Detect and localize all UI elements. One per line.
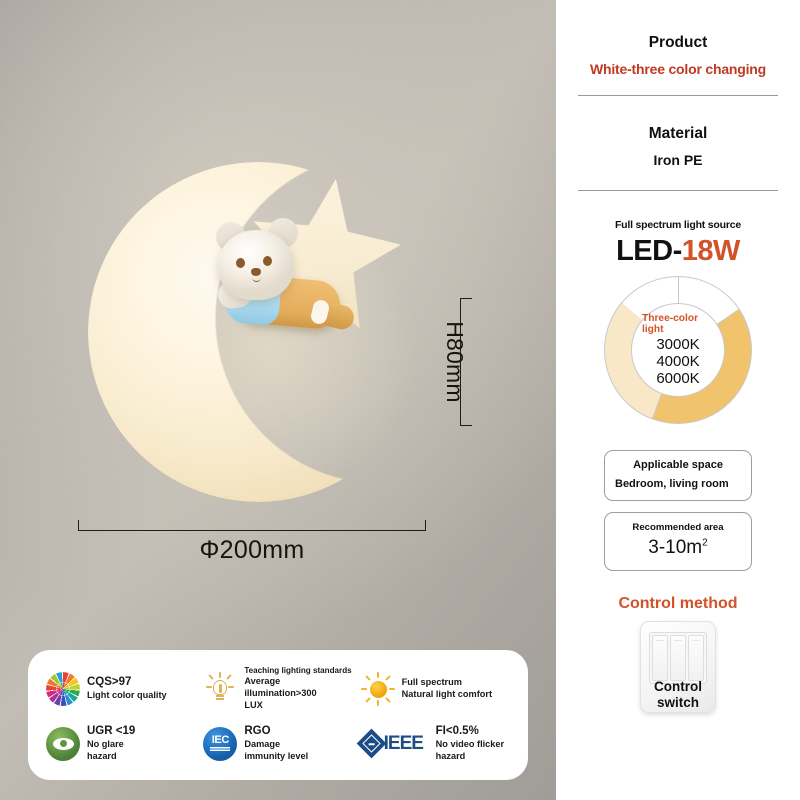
badge-cqs-line2: Light color quality: [87, 689, 167, 700]
ieee-logo-icon: IEEE: [356, 728, 429, 759]
led-watt-value: 18W: [681, 235, 741, 267]
badge-ugr-line3: hazard: [87, 750, 117, 761]
badge-flicker: IEEE FI<0.5% No video flicker hazard: [356, 717, 512, 770]
feature-badges-panel: CQS>97 Light color quality Teaching ligh…: [28, 650, 528, 780]
kelvin-4000: 4000K: [656, 352, 700, 370]
wall-switch-image: Control switch: [640, 621, 716, 714]
control-switch-caption: Control switch: [654, 679, 702, 711]
spec-panel: Product White-three color changing Mater…: [556, 0, 800, 800]
iec-logo-icon: IEC: [203, 726, 238, 761]
badge-illumination-line2: LUX: [244, 699, 263, 710]
badge-full-spectrum-line2: Natural light comfort: [401, 688, 493, 699]
badge-ugr-line1: UGR <19: [87, 725, 136, 738]
badge-illumination-line0: Teaching lighting standards: [244, 665, 352, 675]
switch-rocker-3[interactable]: [688, 635, 704, 682]
applicable-space-value: Bedroom, living room: [615, 478, 729, 490]
badge-flicker-line2: No video flicker: [435, 739, 505, 750]
badge-rgo: IEC RGO Damage immunity level: [203, 717, 354, 770]
kelvin-6000: 6000K: [656, 369, 700, 387]
kelvin-values: 3000K 4000K 6000K: [656, 336, 700, 387]
material-title: Material: [648, 125, 708, 142]
badge-rgo-line2: Damage: [244, 739, 281, 750]
height-dimension-bracket: [460, 298, 472, 426]
spec-light-source: Full spectrum light source LED-18W Three…: [556, 219, 800, 424]
badge-full-spectrum-line1: Full spectrum: [401, 676, 462, 687]
spec-product: Product White-three color changing: [556, 34, 800, 77]
donut-center: Three-color light 3000K 4000K 6000K: [631, 303, 725, 397]
height-dimension-label: H80mm: [442, 321, 468, 403]
led-wattage: LED-18W: [556, 235, 800, 268]
sun-icon: [360, 671, 395, 706]
switch-rockers: [649, 632, 707, 685]
material-value: Iron PE: [653, 152, 703, 168]
donut-center-label: Three-color light: [632, 313, 724, 336]
recommended-area-box: Recommended area 3-10m2: [604, 512, 752, 572]
color-temperature-donut-chart: Three-color light 3000K 4000K 6000K: [604, 276, 752, 424]
badge-ugr-line2: No glare: [87, 739, 124, 750]
control-method-section: Control method Control switch: [556, 595, 800, 714]
crescent-moon-shape: [88, 162, 428, 502]
badge-illumination-line1: Average illumination>300: [244, 676, 317, 698]
lightbulb-icon: [203, 671, 237, 706]
badge-rgo-line3: immunity level: [244, 750, 309, 761]
three-color-line2: light: [642, 324, 664, 336]
bear-head: [218, 230, 294, 300]
divider-1: [578, 95, 778, 96]
badge-full-spectrum: Full spectrum Natural light comfort: [360, 662, 512, 715]
teddy-bear-figure: [196, 218, 357, 358]
product-title: Product: [648, 34, 708, 51]
three-color-line1: Three-color: [642, 312, 699, 324]
badge-flicker-line3: hazard: [435, 750, 466, 761]
control-method-title: Control method: [618, 595, 738, 613]
bear-eye-left: [236, 258, 245, 268]
width-dimension-label: Φ200mm: [199, 536, 305, 564]
badge-flicker-line1: FI<0.5%: [435, 725, 479, 738]
bear-mouth: [252, 276, 261, 282]
applicable-space-box: Applicable space Bedroom, living room: [604, 450, 752, 502]
light-source-label: Full spectrum light source: [614, 219, 742, 231]
badge-rgo-line1: RGO: [244, 725, 271, 738]
spec-material: Material Iron PE: [556, 125, 800, 168]
bear-eye-right: [263, 256, 272, 266]
badge-ugr: UGR <19 No glare hazard: [46, 717, 197, 770]
bear-nose: [251, 268, 261, 276]
badge-illumination: Teaching lighting standards Average illu…: [203, 662, 354, 715]
switch-rocker-2[interactable]: [670, 635, 686, 682]
badge-cqs: CQS>97 Light color quality: [46, 662, 197, 715]
switch-rocker-1[interactable]: [652, 635, 668, 682]
product-value: White-three color changing: [589, 61, 767, 77]
color-wheel-icon: [46, 671, 80, 706]
divider-2: [578, 190, 778, 191]
recommended-area-value: 3-10m2: [615, 537, 741, 559]
recommended-area-title: Recommended area: [632, 522, 724, 534]
badge-cqs-line1: CQS>97: [87, 676, 132, 689]
recommended-area-number: 3-10m: [648, 537, 703, 559]
kelvin-3000: 3000K: [656, 336, 700, 354]
applicable-space-title: Applicable space: [633, 459, 723, 471]
led-prefix: LED-: [616, 235, 682, 267]
eye-icon: [46, 726, 80, 761]
moon-lamp-body: [88, 162, 428, 502]
width-dimension-bracket: [78, 520, 426, 531]
recommended-area-unit-sup: 2: [702, 537, 708, 549]
moon-shading: [88, 162, 428, 502]
